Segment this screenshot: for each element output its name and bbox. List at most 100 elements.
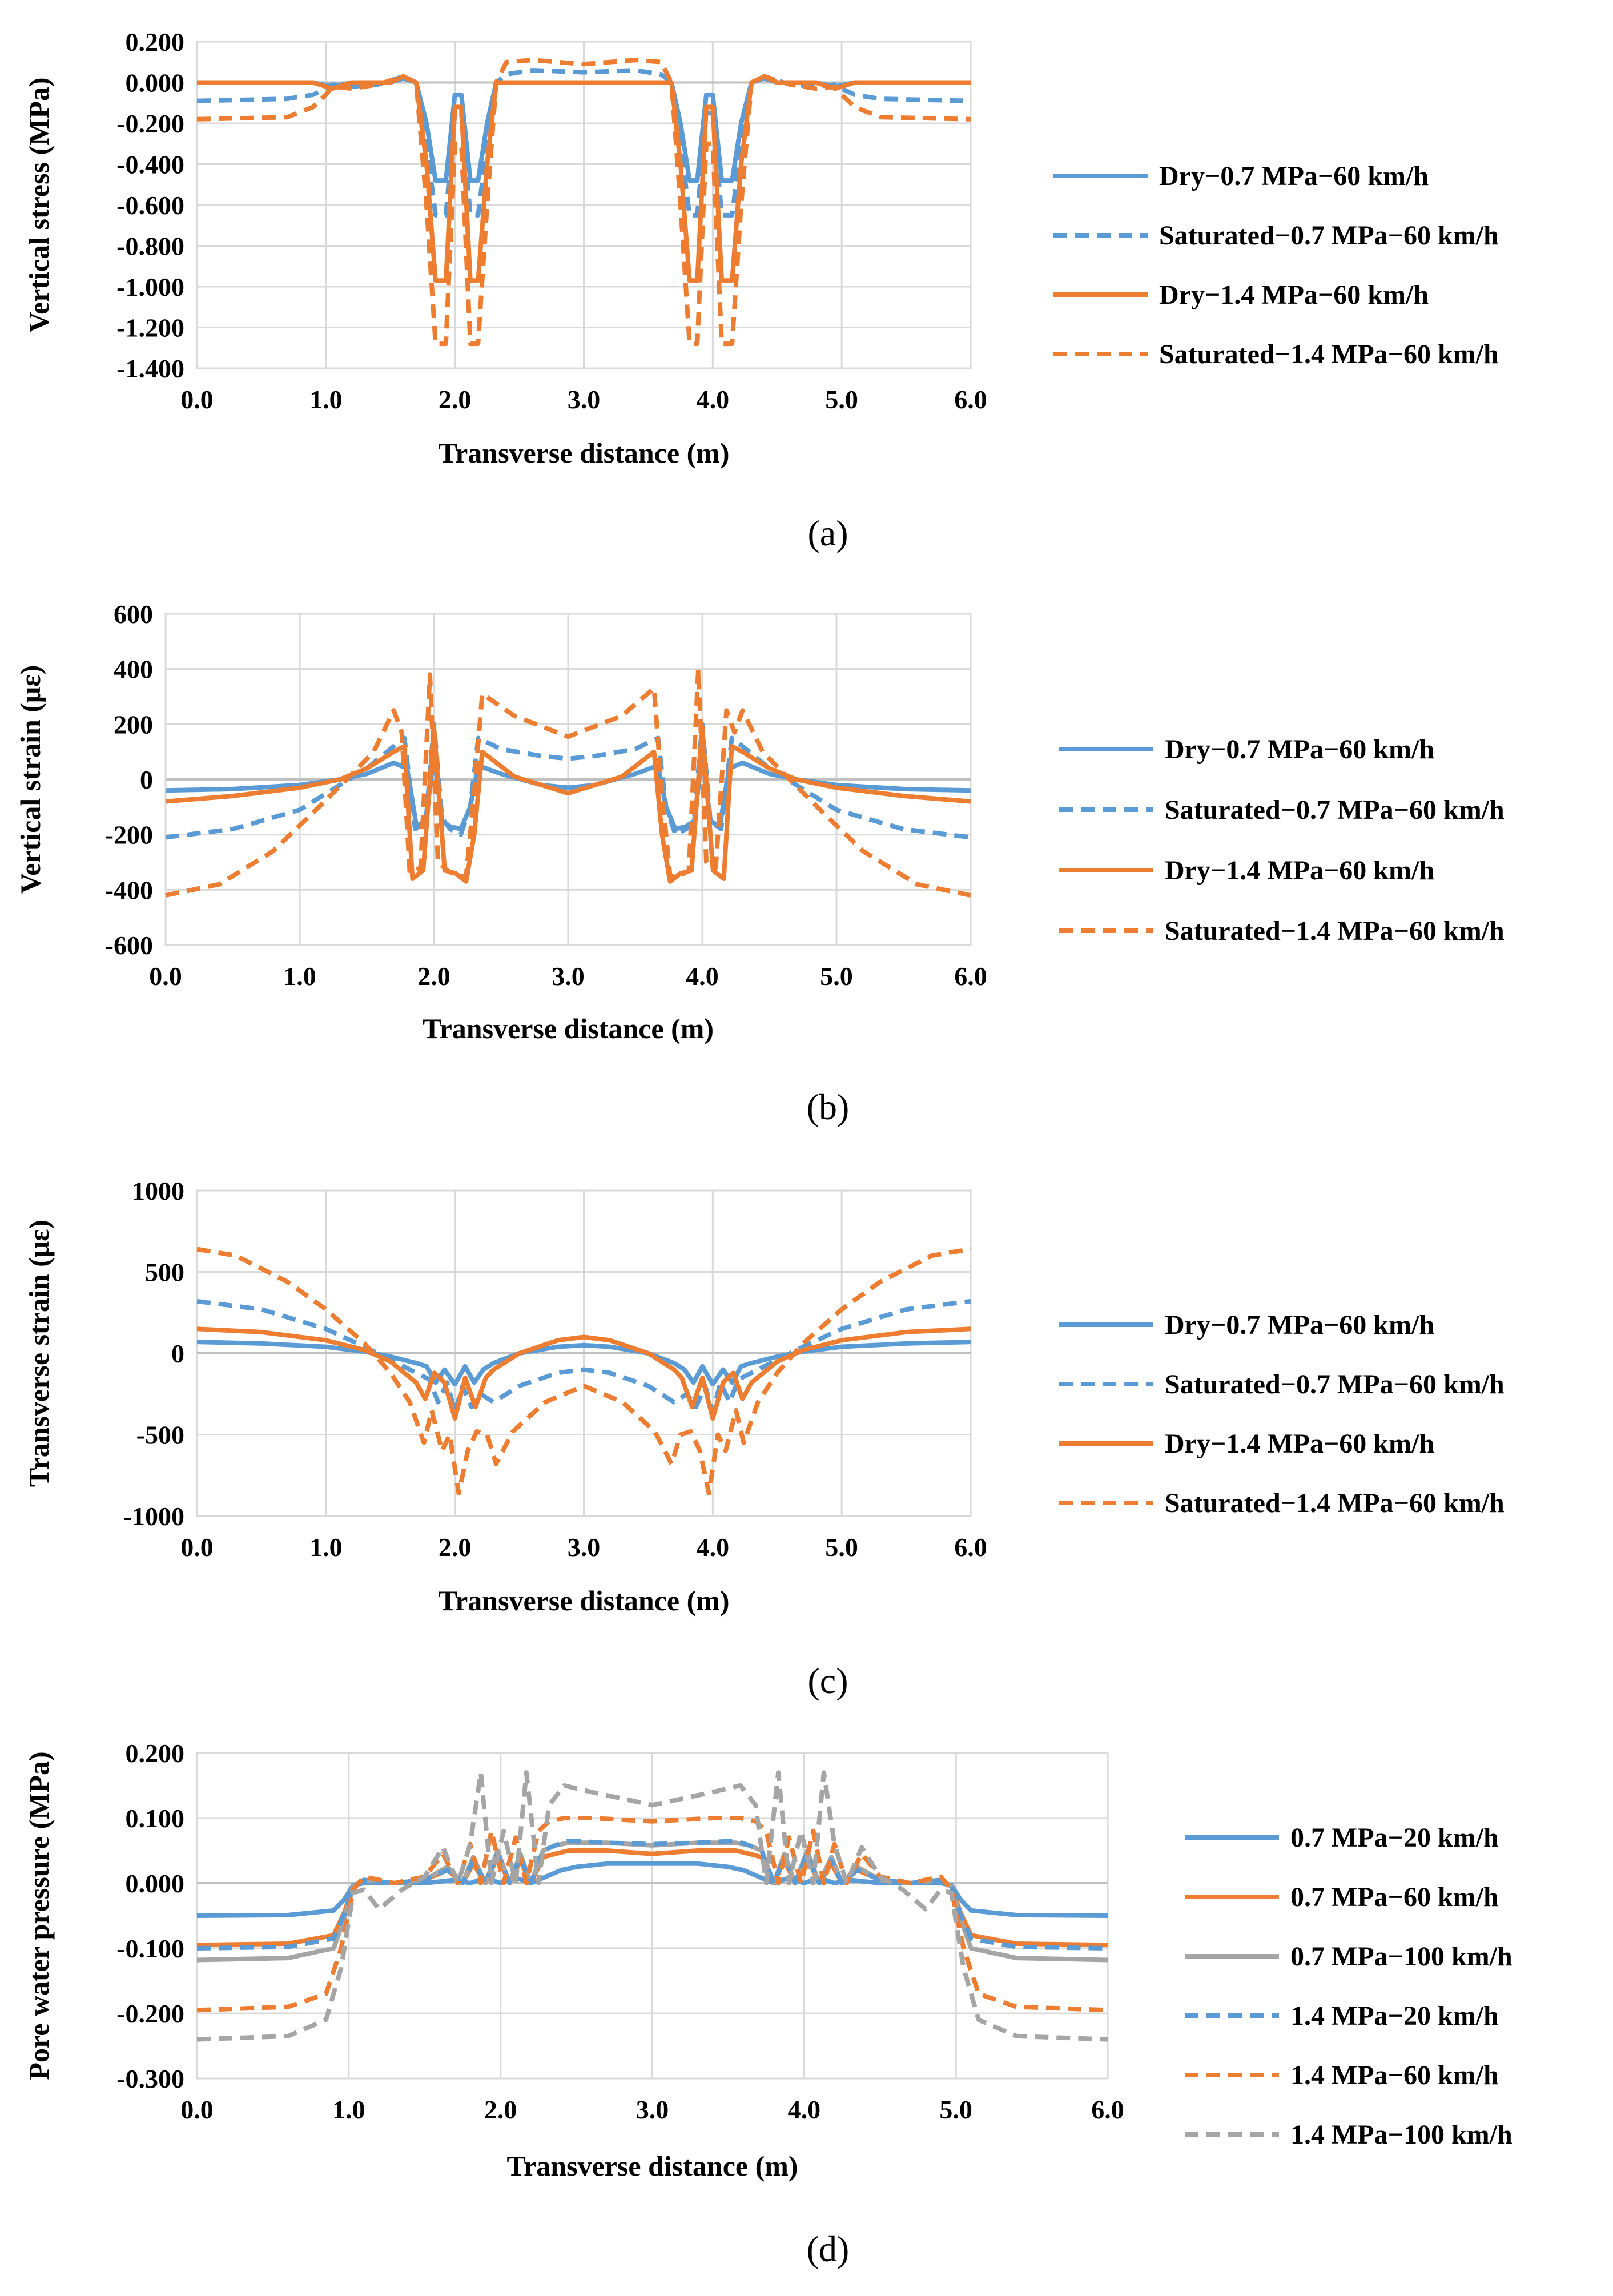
y-tick-label: -0.600 (116, 191, 184, 220)
x-tick-label: 2.0 (439, 1533, 472, 1562)
series-line-1 (196, 1340, 971, 1387)
legend-label-3: Dry−1.4 MPa−60 km/h (1159, 280, 1429, 310)
y-tick-label: 400 (114, 655, 153, 684)
x-tick-label: 1.0 (332, 2095, 365, 2124)
series-line-6 (196, 1770, 1108, 2042)
y-tick-label: 500 (145, 1258, 184, 1287)
y-tick-label: 200 (114, 710, 153, 739)
legend-label-4: 1.4 MPa−20 km/h (1290, 2001, 1499, 2031)
y-tick-label: 0.200 (126, 1739, 185, 1768)
y-tick-label: -0.200 (116, 109, 184, 138)
legend-label-4: Saturated−1.4 MPa−60 km/h (1159, 339, 1499, 369)
chart-panel-a: 0.0 1.0 2.0 3.0 4.0 5.0 6.0 0.200 0.000 -0.200 -0.… (23, 27, 1499, 553)
legend-label-2: 0.7 MPa−60 km/h (1290, 1882, 1499, 1912)
chart-panel-b: 0.0 1.0 2.0 3.0 4.0 5.0 6.0 600 400 200 0 -200 -400 -… (14, 600, 1505, 1127)
x-tick-label: 6.0 (954, 1533, 987, 1562)
x-axis-title: Transverse distance (m) (438, 1585, 729, 1617)
x-axis-title: Transverse distance (m) (438, 437, 729, 469)
x-tick-label: 2.0 (417, 962, 450, 991)
x-tick-label: 2.0 (484, 2095, 517, 2124)
x-tick-label: 3.0 (568, 385, 601, 414)
y-tick-label: 0.100 (126, 1804, 185, 1833)
y-axis-title: Transverse strain (με) (23, 1220, 55, 1487)
chart-panel-c: 0.0 1.0 2.0 3.0 4.0 5.0 6.0 1000 500 0 -500 -1000 Tr… (23, 1176, 1505, 1701)
x-tick-label: 5.0 (820, 962, 853, 991)
x-tick-label: 3.0 (636, 2095, 669, 2124)
x-tick-label: 4.0 (788, 2095, 821, 2124)
legend-label-5: 1.4 MPa−60 km/h (1290, 2060, 1499, 2090)
y-tick-label: 0.000 (126, 1869, 185, 1898)
x-tick-label: 6.0 (954, 962, 987, 991)
x-tick-label: 5.0 (825, 1533, 858, 1562)
series-line-4 (165, 666, 971, 898)
x-tick-label: 0.0 (180, 2095, 214, 2124)
y-tick-label: -400 (105, 875, 153, 904)
y-tick-label: -0.800 (116, 232, 184, 261)
x-axis-title: Transverse distance (m) (423, 1012, 714, 1044)
x-tick-label: 5.0 (825, 385, 858, 414)
y-tick-label: -0.300 (116, 2064, 184, 2093)
legend-label-2: Saturated−0.7 MPa−60 km/h (1165, 795, 1505, 825)
y-tick-label: -1.000 (116, 272, 184, 301)
legend-label-1: Dry−0.7 MPa−60 km/h (1165, 734, 1434, 765)
legend-label-3: Dry−1.4 MPa−60 km/h (1165, 1429, 1434, 1459)
panel-label: (a) (807, 513, 848, 553)
y-tick-label: -1.200 (116, 313, 184, 343)
legend-label-1: Dry−0.7 MPa−60 km/h (1165, 1310, 1434, 1340)
y-tick-label: -0.200 (116, 1999, 184, 2028)
panel-label: (b) (807, 1087, 850, 1127)
series-line-3 (165, 725, 971, 884)
y-tick-label: 600 (114, 600, 153, 629)
legend-label-2: Saturated−0.7 MPa−60 km/h (1165, 1369, 1505, 1400)
chart-panel-d: 0.0 1.0 2.0 3.0 4.0 5.0 6.0 0.200 0.100 0.000 -0.1… (23, 1739, 1513, 2269)
legend-label-1: Dry−0.7 MPa−60 km/h (1159, 161, 1429, 191)
y-axis-title: Vertical stress (MPa) (23, 77, 55, 332)
series-line-3 (196, 1326, 971, 1421)
legend-label-6: 1.4 MPa−100 km/h (1290, 2120, 1513, 2150)
series-line-5 (196, 1816, 1108, 2013)
x-tick-label: 1.0 (283, 962, 316, 991)
y-tick-label: -1.400 (116, 354, 184, 383)
y-tick-label: -600 (105, 931, 153, 960)
series-line-1 (165, 752, 971, 831)
y-tick-label: 0 (171, 1339, 184, 1368)
y-tick-label: -1000 (123, 1502, 184, 1531)
legend-label-3: Dry−1.4 MPa−60 km/h (1165, 855, 1434, 886)
y-axis-title: Vertical strain (με) (14, 665, 46, 894)
x-tick-label: 0.0 (149, 962, 182, 991)
x-tick-label: 6.0 (1091, 2095, 1124, 2124)
series-line-4 (196, 1246, 971, 1496)
legend-label-3: 0.7 MPa−100 km/h (1290, 1941, 1513, 1972)
y-tick-label: 0 (140, 765, 153, 794)
x-tick-label: 1.0 (309, 1533, 343, 1562)
legend-label-4: Saturated−1.4 MPa−60 km/h (1165, 1488, 1505, 1518)
series-line-2 (196, 1298, 971, 1414)
y-tick-label: 0.000 (126, 69, 185, 98)
legend-label-2: Saturated−0.7 MPa−60 km/h (1159, 220, 1499, 251)
x-tick-label: 4.0 (697, 385, 730, 414)
x-tick-label: 5.0 (939, 2095, 972, 2124)
panel-label: (c) (807, 1660, 848, 1701)
y-axis-title: Pore water pressure (MPa) (23, 1751, 55, 2080)
series-line-4 (196, 58, 971, 347)
panel-label: (d) (807, 2229, 850, 2269)
x-tick-label: 1.0 (309, 385, 343, 414)
y-tick-label: -200 (105, 821, 153, 850)
x-axis-title: Transverse distance (m) (506, 2150, 798, 2182)
legend-label-1: 0.7 MPa−20 km/h (1290, 1823, 1499, 1853)
legend-label-4: Saturated−1.4 MPa−60 km/h (1165, 916, 1505, 946)
y-tick-label: 0.200 (126, 27, 185, 57)
x-tick-label: 6.0 (954, 385, 987, 414)
y-tick-label: -500 (136, 1421, 184, 1450)
x-tick-label: 3.0 (568, 1533, 601, 1562)
x-tick-label: 4.0 (686, 962, 719, 991)
x-tick-label: 2.0 (439, 385, 472, 414)
y-tick-label: -0.400 (116, 150, 184, 179)
x-tick-label: 0.0 (180, 385, 214, 414)
y-tick-label: -0.100 (116, 1934, 184, 1963)
plot-frame (196, 41, 972, 369)
x-tick-label: 4.0 (697, 1533, 730, 1562)
y-tick-label: 1000 (132, 1176, 184, 1205)
x-tick-label: 3.0 (552, 962, 585, 991)
